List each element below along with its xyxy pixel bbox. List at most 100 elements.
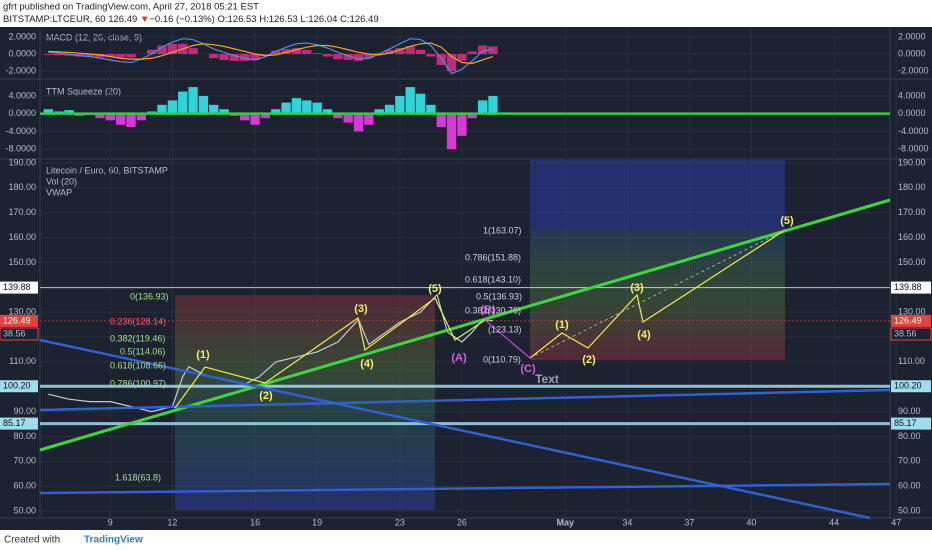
y-tick-label: 80.00 [898,431,921,441]
bar [333,113,343,119]
wave-line [484,319,531,359]
histogram-bar [302,49,312,55]
histogram-bar [488,46,498,55]
y-tick-label: 150.00 [898,257,926,267]
histogram-bar [426,54,436,57]
histogram-bar [53,54,64,56]
volume-tag-label: 38.56 [3,328,26,338]
bar [178,91,188,114]
histogram-bar [364,54,374,59]
histogram-bar [343,54,353,60]
x-tick-label: 26 [457,517,467,527]
histogram-bar [157,45,167,55]
y-tick-label: 90.00 [13,406,36,416]
y-tick-label: 50.00 [13,505,36,515]
fib-label: 1.618(63.8) [115,472,161,482]
bar [291,98,302,114]
bar [250,113,260,125]
panel-title: Litecoin / Euro, 60, BITSTAMP [46,165,168,175]
wave-label: (5) [780,215,794,227]
price-tag-label: 85.17 [3,418,26,428]
y-tick-label: 70.00 [898,456,921,466]
histogram-bar [457,54,467,61]
trend-line [39,198,891,452]
bar [302,100,312,114]
trend-line [39,482,891,495]
price-tag-label: 100.20 [3,381,31,391]
bar [136,113,147,121]
footer-brand[interactable]: TradingView [84,535,143,546]
x-tick-label: 12 [167,517,177,527]
fib-label: 0(136.93) [130,291,169,301]
y-tick-label: -8.0000 [898,144,929,154]
histogram-bar [147,49,157,55]
panel-subtitle: Vol (20) [46,176,77,186]
y-tick-label: -2.0000 [5,65,36,75]
y-tick-label: 0.0000 [8,108,36,118]
panel-title: TTM Squeeze (20) [46,86,121,96]
y-tick-label: 0.0000 [898,108,926,118]
y-tick-label: 150.00 [8,257,36,267]
y-tick-label: 0.0000 [8,48,36,58]
histogram-bar [188,48,198,55]
histogram-bar [115,54,126,58]
histogram-bar [95,54,105,58]
bar [157,104,167,114]
y-tick-label: -8.0000 [5,144,36,154]
y-tick-label: -2.0000 [898,65,929,75]
x-tick-label: 47 [891,517,901,527]
last: 126.49 [108,14,137,25]
x-tick-label: 44 [829,517,839,527]
x-tick-label: May [557,517,575,527]
price-tag-label: 139.88 [3,282,31,292]
bar [436,113,446,127]
bar [312,102,322,114]
fib-label: 1(163.07) [483,225,522,235]
y-tick-label: 90.00 [898,406,921,416]
histogram-bar [353,54,364,61]
bar [384,104,395,114]
bar [167,100,178,114]
bar [43,109,53,114]
bar [105,113,115,121]
trend-line [39,338,871,520]
fib-label: 0(110.79) [483,354,521,364]
bar [343,113,353,123]
histogram-bar [446,54,457,72]
wave-label: (3) [630,282,644,294]
bar [426,104,436,114]
wave-label: (2) [582,354,596,366]
bar [322,109,333,114]
histogram-bar [395,48,405,55]
price-tag-label: 126.49 [894,315,922,325]
price-tag-label: 139.88 [894,282,922,292]
bar [446,113,457,150]
price-tag [0,380,38,393]
x-tick-label: 9 [108,517,113,527]
y-tick-label: 80.00 [13,431,36,441]
fib-zone [530,230,785,360]
x-tick-label: 23 [395,517,405,527]
x-tick-label: 34 [622,517,632,527]
price-tag [891,281,931,294]
wave-label: (C) [520,363,536,375]
histogram-bar [467,51,477,55]
wave-label: (4) [637,329,651,341]
x-tick-label: 40 [746,517,756,527]
fib-label: 0.618(108.66) [110,360,166,370]
bar [209,104,219,114]
y-tick-label: 130.00 [8,307,36,317]
y-tick-label: 180.00 [898,182,926,192]
volume-tag [890,327,932,341]
fib-label: 0.5(136.93) [476,291,522,301]
volume-tag-label: 38.56 [894,328,917,338]
publisher: gfrt published on TradingView.com, April… [3,2,259,13]
y-tick-label: 50.00 [898,505,921,515]
histogram-bar [229,54,240,61]
histogram-bar [105,54,115,58]
wave-label: (2) [259,390,273,402]
histogram-bar [209,54,219,59]
bar [188,87,198,114]
bar [415,93,426,114]
